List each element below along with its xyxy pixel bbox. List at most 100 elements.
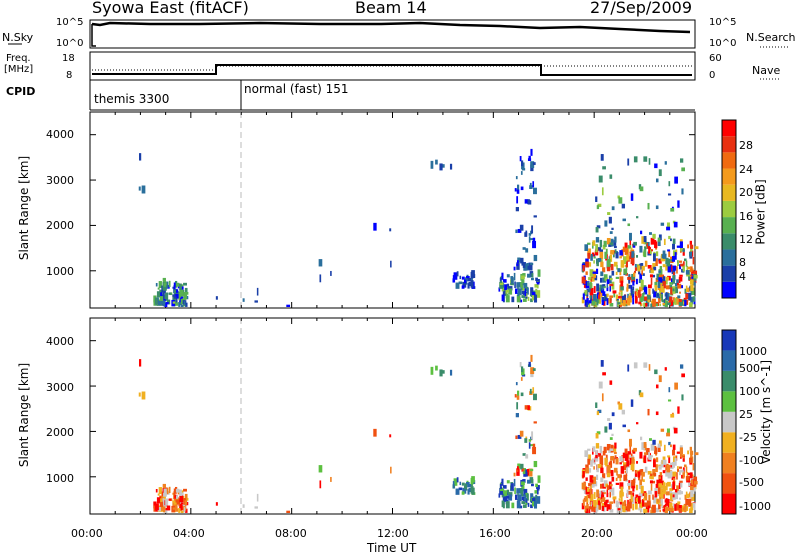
power-point bbox=[591, 300, 596, 306]
velocity-point bbox=[529, 444, 534, 447]
nsearch-line bbox=[91, 24, 96, 47]
velocity-point bbox=[330, 476, 332, 482]
velocity-point bbox=[642, 479, 645, 482]
power-point bbox=[662, 264, 666, 268]
velocity-point bbox=[680, 453, 683, 458]
xtick-1: 04:00 bbox=[173, 527, 205, 540]
power-point bbox=[606, 293, 609, 297]
velocity-point bbox=[654, 447, 658, 455]
power-point bbox=[536, 290, 541, 298]
velocity-point bbox=[532, 387, 535, 394]
velocity-point bbox=[640, 436, 643, 441]
colorbar-swatch bbox=[722, 432, 736, 453]
colorbar-swatch bbox=[722, 330, 736, 351]
velocity-point bbox=[172, 500, 176, 503]
velocity-point bbox=[254, 506, 258, 509]
power-point bbox=[468, 281, 472, 287]
power-point bbox=[628, 232, 632, 241]
colorbar-swatch bbox=[722, 184, 736, 201]
power-point bbox=[499, 281, 504, 286]
power-point bbox=[653, 266, 657, 271]
power-point bbox=[655, 178, 659, 183]
xtick-5: 20:00 bbox=[581, 527, 613, 540]
power-point bbox=[184, 287, 188, 295]
power-point bbox=[619, 276, 624, 283]
velocity-point bbox=[649, 455, 652, 461]
velocity-point bbox=[499, 488, 504, 495]
vel-cb-tick-100: 100 bbox=[739, 385, 760, 398]
power-point bbox=[654, 239, 657, 245]
power-point bbox=[519, 282, 523, 287]
velocity-point bbox=[141, 391, 146, 400]
velocity-point bbox=[511, 502, 515, 509]
velocity-point bbox=[610, 504, 612, 509]
power-point bbox=[689, 285, 692, 292]
velocity-point bbox=[163, 492, 167, 497]
power-point bbox=[506, 289, 510, 293]
power-point bbox=[669, 282, 674, 285]
velocity-point bbox=[621, 409, 626, 415]
power-point bbox=[528, 236, 531, 243]
power-point bbox=[593, 293, 597, 302]
velocity-point bbox=[536, 487, 539, 495]
power-point bbox=[659, 266, 663, 270]
velocity-point bbox=[155, 489, 158, 493]
velocity-point bbox=[524, 494, 527, 503]
power-point bbox=[592, 240, 596, 246]
power-point bbox=[689, 266, 693, 273]
power-point bbox=[602, 244, 606, 250]
power-point bbox=[581, 276, 586, 284]
velocity-point bbox=[671, 476, 676, 481]
velocity-point bbox=[462, 487, 467, 494]
power-point bbox=[682, 265, 685, 272]
power-point bbox=[690, 274, 693, 277]
velocity-point bbox=[521, 374, 526, 377]
velocity-point bbox=[689, 457, 693, 463]
power-point bbox=[596, 283, 599, 292]
power-point bbox=[596, 225, 601, 229]
velocity-point bbox=[672, 471, 677, 477]
power-point bbox=[619, 270, 622, 276]
power-point bbox=[585, 261, 590, 268]
nsky-tick-bottom: 10^0 bbox=[56, 38, 84, 49]
velocity-point bbox=[623, 464, 628, 471]
power-point bbox=[660, 285, 664, 293]
velocity-point bbox=[286, 510, 291, 514]
power-point bbox=[656, 273, 660, 280]
power-point bbox=[639, 286, 643, 292]
power-point bbox=[652, 298, 656, 307]
velocity-point bbox=[604, 457, 608, 465]
velocity-point bbox=[633, 478, 636, 483]
velocity-point bbox=[175, 488, 180, 493]
velocity-point bbox=[619, 482, 624, 489]
velocity-point bbox=[635, 484, 638, 491]
power-point bbox=[533, 294, 538, 303]
velocity-point bbox=[604, 500, 607, 508]
velocity-point bbox=[599, 490, 604, 498]
power-point bbox=[619, 304, 623, 307]
power-point bbox=[513, 266, 516, 271]
power-point bbox=[643, 286, 648, 295]
power-point bbox=[172, 286, 175, 289]
power-point bbox=[619, 250, 623, 256]
power-point bbox=[620, 260, 625, 268]
velocity-point bbox=[639, 492, 643, 498]
velocity-point bbox=[523, 488, 528, 496]
power-point bbox=[155, 297, 158, 306]
power-point bbox=[435, 159, 438, 165]
power-point bbox=[530, 298, 533, 303]
power-point bbox=[600, 259, 603, 264]
power-point bbox=[588, 287, 591, 293]
power-point bbox=[530, 287, 534, 294]
power-point bbox=[532, 162, 536, 165]
velocity-point bbox=[638, 485, 643, 490]
velocity-point bbox=[643, 442, 647, 449]
power-point bbox=[176, 289, 179, 293]
velocity-point bbox=[609, 491, 611, 498]
power-point bbox=[611, 227, 614, 230]
power-point bbox=[525, 286, 529, 292]
power-point bbox=[694, 275, 698, 279]
power-point bbox=[672, 255, 676, 262]
velocity-point bbox=[256, 493, 259, 502]
power-point bbox=[682, 261, 685, 269]
